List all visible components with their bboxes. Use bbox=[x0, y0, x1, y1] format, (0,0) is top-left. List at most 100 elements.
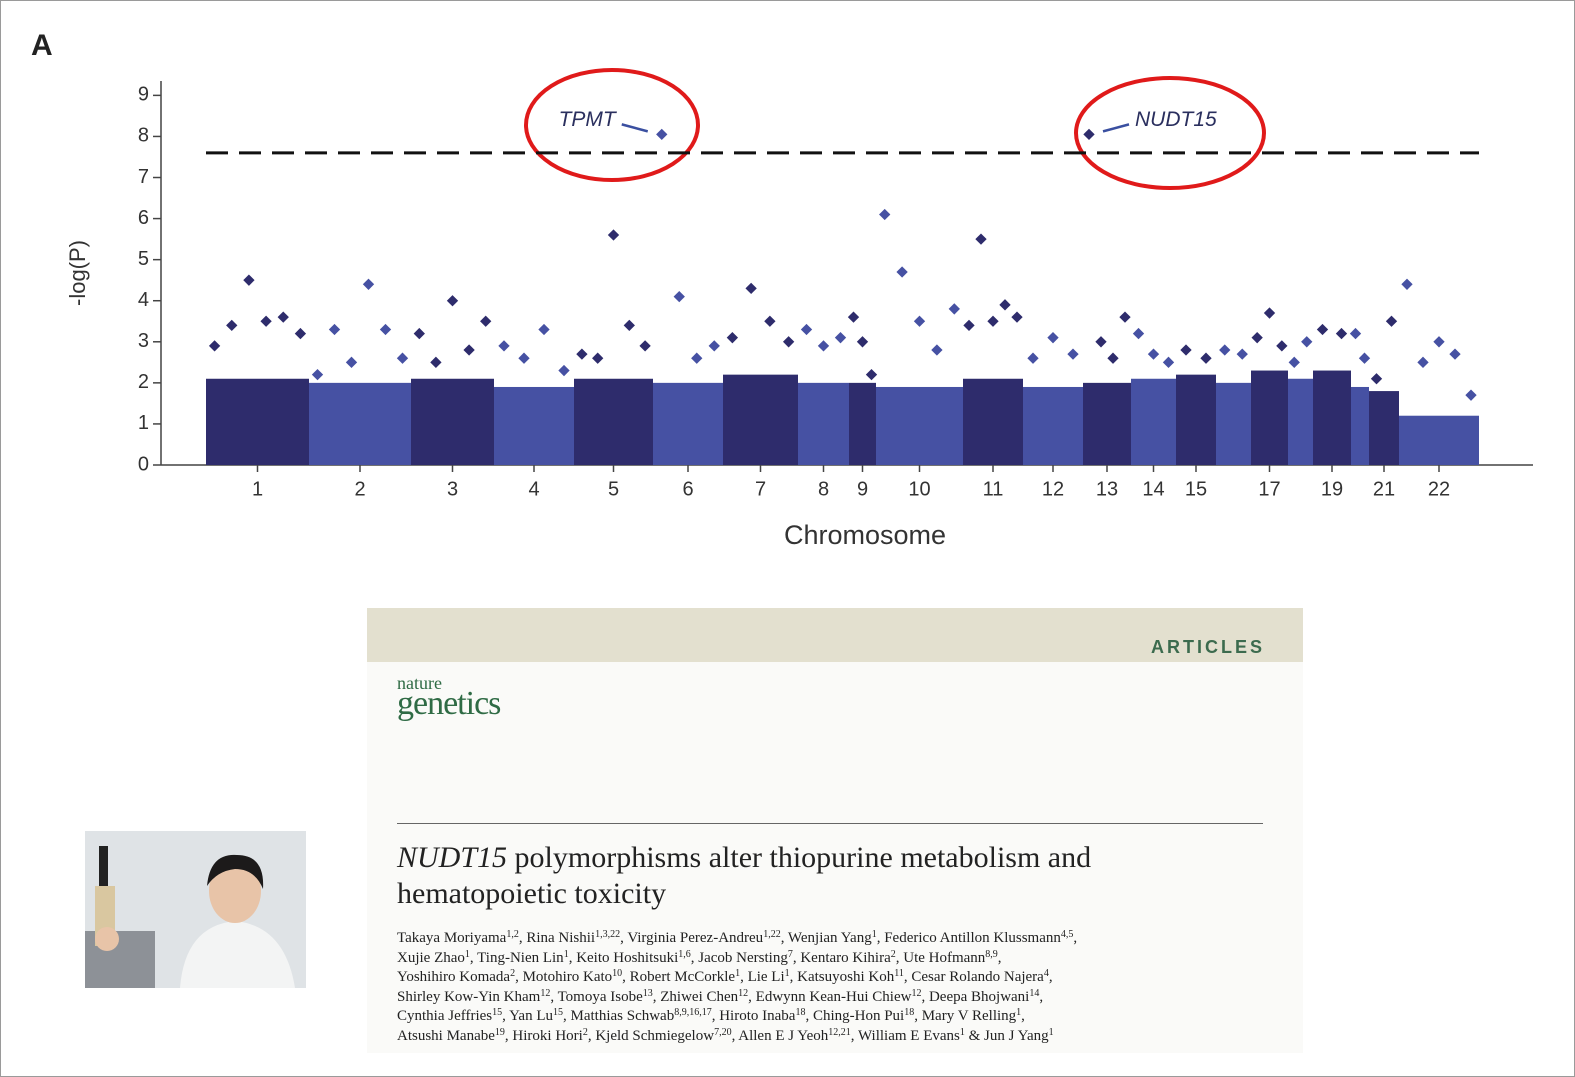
snp-point bbox=[835, 332, 846, 343]
x-tick-label: 13 bbox=[1096, 478, 1118, 500]
snp-point bbox=[783, 336, 794, 347]
affiliation: 1,6 bbox=[678, 949, 691, 960]
x-tick-label: 3 bbox=[447, 478, 458, 500]
affiliation: 11 bbox=[894, 968, 904, 979]
snp-point bbox=[1252, 332, 1263, 343]
separator: , bbox=[515, 969, 523, 985]
snp-point bbox=[639, 340, 650, 351]
snp-cluster bbox=[1251, 371, 1288, 465]
snp-point bbox=[463, 344, 474, 355]
snp-cluster bbox=[1083, 383, 1131, 465]
author-name: Jun J Yang bbox=[984, 1028, 1049, 1044]
snp-cluster bbox=[574, 379, 653, 465]
snp-point bbox=[226, 320, 237, 331]
author-name: Ching-Hon Pui bbox=[813, 1008, 904, 1024]
x-tick-label: 6 bbox=[682, 478, 693, 500]
snp-point bbox=[1047, 332, 1058, 343]
author-name: Keito Hoshitsuki bbox=[576, 950, 678, 966]
highlight-circle bbox=[1076, 78, 1264, 188]
snp-point bbox=[674, 291, 685, 302]
author-name: Cynthia Jeffries bbox=[397, 1008, 492, 1024]
snp-point bbox=[931, 344, 942, 355]
snp-point bbox=[209, 340, 220, 351]
snp-point bbox=[397, 353, 408, 364]
snp-cluster bbox=[723, 375, 798, 465]
snp-point bbox=[1465, 390, 1476, 401]
snp-cluster bbox=[1288, 379, 1313, 465]
separator: , bbox=[622, 969, 630, 985]
author-line: Yoshihiro Komada2, Motohiro Kato10, Robe… bbox=[397, 968, 1277, 988]
annotation: NUDT15 bbox=[1135, 108, 1217, 131]
author-name: Yoshihiro Komada bbox=[397, 969, 510, 985]
snp-cluster bbox=[849, 383, 876, 465]
author-name: Hiroki Hori bbox=[512, 1028, 582, 1044]
author-name: Ute Hofmann bbox=[903, 950, 985, 966]
separator: , bbox=[740, 969, 748, 985]
y-tick-label: 6 bbox=[138, 207, 149, 229]
y-tick-label: 4 bbox=[138, 289, 149, 311]
snp-point bbox=[1417, 357, 1428, 368]
snp-cluster bbox=[1131, 379, 1176, 465]
snp-point bbox=[848, 311, 859, 322]
section-bar: ARTICLES bbox=[367, 608, 1303, 662]
x-tick-label: 4 bbox=[528, 478, 539, 500]
affiliation: 12,21 bbox=[828, 1027, 851, 1038]
snp-point bbox=[1401, 279, 1412, 290]
snp-point bbox=[608, 229, 619, 240]
page: A -log(P) Chromosome 0123456789123456789… bbox=[0, 0, 1575, 1077]
x-tick-label: 5 bbox=[608, 478, 619, 500]
author-name: Lie Li bbox=[748, 969, 785, 985]
author-line: Cynthia Jeffries15, Yan Lu15, Matthias S… bbox=[397, 1007, 1277, 1027]
y-tick-label: 1 bbox=[138, 412, 149, 434]
annotation: TPMT bbox=[559, 108, 618, 131]
separator: , bbox=[921, 989, 929, 1005]
separator: , bbox=[914, 1008, 922, 1024]
separator: , bbox=[550, 989, 557, 1005]
affiliation: 1,3,22 bbox=[595, 929, 620, 940]
author-name: Katsuyoshi Koh bbox=[797, 969, 894, 985]
snp-cluster bbox=[876, 387, 963, 465]
y-axis-label: -log(P) bbox=[65, 240, 90, 306]
snp-point bbox=[1095, 336, 1106, 347]
y-tick-label: 3 bbox=[138, 330, 149, 352]
snp-cluster bbox=[1216, 383, 1251, 465]
author-name: Virginia Perez-Andreu bbox=[627, 930, 763, 946]
separator: , bbox=[1049, 969, 1053, 985]
snp-point bbox=[999, 299, 1010, 310]
article-header: ARTICLES naturegenetics NUDT15 polymorph… bbox=[367, 608, 1303, 1053]
separator: , bbox=[805, 1008, 813, 1024]
snp-point bbox=[480, 316, 491, 327]
x-tick-label: 1 bbox=[252, 478, 263, 500]
author-photo bbox=[85, 831, 306, 988]
snp-point bbox=[1433, 336, 1444, 347]
annotation-arrow bbox=[622, 124, 648, 131]
x-tick-label: 9 bbox=[857, 478, 868, 500]
rule bbox=[397, 823, 1263, 824]
affiliation: 15 bbox=[492, 1007, 502, 1018]
snp-point bbox=[243, 275, 254, 286]
snp-cluster bbox=[653, 383, 723, 465]
snp-point bbox=[329, 324, 340, 335]
snp-cluster bbox=[798, 383, 849, 465]
author-name: Atsushi Manabe bbox=[397, 1028, 495, 1044]
author-name: Kjeld Schmiegelow bbox=[595, 1028, 714, 1044]
snp-point bbox=[987, 316, 998, 327]
author-name: Hiroto Inaba bbox=[719, 1008, 795, 1024]
snp-cluster bbox=[309, 383, 411, 465]
author-line: Xujie Zhao1, Ting-Nien Lin1, Keito Hoshi… bbox=[397, 949, 1277, 969]
affiliation: 19 bbox=[495, 1027, 505, 1038]
snp-point bbox=[1359, 353, 1370, 364]
separator: , bbox=[998, 950, 1002, 966]
author-name: William E Evans bbox=[858, 1028, 960, 1044]
snp-point bbox=[896, 266, 907, 277]
author-name: Ting-Nien Lin bbox=[477, 950, 564, 966]
author-name: Zhiwei Chen bbox=[660, 989, 738, 1005]
y-tick-label: 5 bbox=[138, 248, 149, 270]
snp-point bbox=[963, 320, 974, 331]
x-tick-label: 22 bbox=[1428, 478, 1450, 500]
author-name: Wenjian Yang bbox=[788, 930, 872, 946]
snp-point bbox=[709, 340, 720, 351]
separator: & bbox=[965, 1028, 984, 1044]
snp-point bbox=[1449, 348, 1460, 359]
snp-point bbox=[295, 328, 306, 339]
